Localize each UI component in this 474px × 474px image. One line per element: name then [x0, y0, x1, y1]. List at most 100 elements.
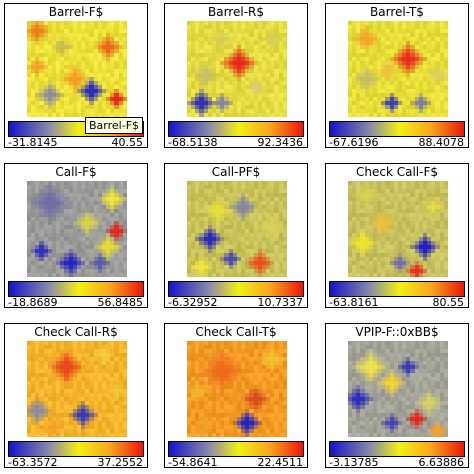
heatmap-cell — [364, 269, 369, 273]
heatmap-cell — [261, 81, 267, 85]
heatmap-cell — [278, 425, 283, 429]
heatmap-cell — [368, 33, 373, 37]
panel-check-call-f[interactable]: Check Call-F$ -63.8161 80.55 — [325, 163, 469, 309]
heatmap-cell — [118, 393, 123, 397]
panel-barrel-r[interactable]: Barrel-R$ -68.5138 92.3436 — [164, 3, 308, 149]
heatmap-cell — [253, 193, 258, 197]
heatmap-image[interactable] — [187, 181, 287, 277]
heatmap-cell — [191, 69, 196, 73]
heatmap-cell — [220, 369, 225, 373]
heatmap-cell — [43, 181, 48, 185]
panel-vpip-f[interactable]: VPIP-F::0xBB$ -3.13785 6.63886 — [325, 323, 469, 469]
heatmap-cell — [85, 189, 90, 193]
heatmap-cell — [220, 417, 225, 421]
heatmap-image[interactable] — [27, 341, 127, 437]
panel-check-call-r[interactable]: Check Call-R$ -63.3572 37.2552 — [4, 323, 148, 469]
heatmap-image[interactable] — [348, 181, 448, 277]
panel-barrel-f[interactable]: Barrel-F$ -31.8145 40.55 Barrel-F$ — [4, 3, 148, 149]
heatmap-cell — [381, 93, 386, 97]
heatmap-cell — [203, 81, 208, 85]
heatmap-cell — [56, 245, 61, 249]
heatmap-cell — [60, 213, 65, 217]
heatmap-cell — [39, 429, 44, 433]
heatmap-cell — [261, 381, 267, 385]
heatmap-cell — [106, 81, 111, 85]
heatmap-cell — [389, 373, 394, 377]
heatmap-cell — [352, 249, 357, 253]
heatmap-cell — [211, 393, 217, 397]
heatmap-cell — [368, 381, 373, 385]
heatmap-cell — [418, 377, 423, 381]
heatmap-cell — [68, 73, 73, 77]
heatmap-cell — [261, 77, 267, 81]
heatmap-cell — [106, 97, 111, 101]
heatmap-cell — [195, 81, 200, 85]
heatmap-cell — [64, 109, 69, 113]
heatmap-image[interactable] — [187, 341, 287, 437]
heatmap-cell — [414, 73, 419, 77]
heatmap-cell — [266, 389, 271, 393]
heatmap-cell — [89, 429, 94, 433]
heatmap-cell — [35, 69, 40, 73]
heatmap-cell — [110, 217, 115, 221]
heatmap-cell — [393, 389, 398, 393]
heatmap-cell — [216, 185, 221, 189]
heatmap-cell — [72, 341, 77, 345]
heatmap-cell — [97, 85, 102, 89]
heatmap-cell — [118, 377, 123, 381]
heatmap-cell — [385, 361, 390, 365]
heatmap-cell — [93, 261, 98, 265]
heatmap-image[interactable] — [27, 21, 127, 117]
heatmap-cell — [118, 233, 123, 237]
heatmap-cell — [364, 97, 369, 101]
heatmap-cell — [114, 341, 119, 345]
heatmap-cell — [106, 105, 111, 109]
heatmap-cell — [110, 197, 115, 201]
panel-call-pf[interactable]: Call-PF$ -6.32952 10.7337 — [164, 163, 308, 309]
heatmap-cell — [241, 261, 246, 265]
heatmap-cell — [253, 433, 258, 437]
heatmap-cell — [114, 109, 119, 113]
heatmap-cell — [220, 49, 225, 53]
heatmap-cell — [410, 233, 415, 237]
heatmap-cell — [406, 377, 411, 381]
heatmap-cell — [43, 61, 48, 65]
heatmap-cell — [431, 57, 436, 61]
panel-barrel-t[interactable]: Barrel-T$ -67.6196 88.4078 — [325, 3, 469, 149]
heatmap-image[interactable] — [27, 181, 127, 277]
heatmap-cell — [406, 365, 411, 369]
heatmap-cell — [199, 37, 204, 41]
heatmap-cell — [60, 217, 65, 221]
heatmap-cell — [81, 401, 86, 405]
heatmap-cell — [348, 65, 353, 69]
heatmap-image[interactable] — [187, 21, 287, 117]
heatmap-cell — [224, 353, 229, 357]
heatmap-cell — [81, 265, 86, 269]
panel-call-f[interactable]: Call-F$ -18.8689 56.8485 — [4, 163, 148, 309]
heatmap-cell — [47, 65, 52, 69]
heatmap-cell — [360, 213, 365, 217]
heatmap-cell — [35, 109, 40, 113]
heatmap-image[interactable] — [348, 341, 448, 437]
heatmap-cell — [31, 21, 36, 25]
heatmap-cell — [203, 37, 208, 41]
heatmap-cell — [68, 61, 73, 65]
heatmap-image[interactable] — [348, 21, 448, 117]
heatmap-cell — [220, 109, 225, 113]
heatmap-cell — [422, 113, 428, 117]
heatmap-cell — [418, 349, 423, 353]
heatmap-cell — [241, 77, 246, 81]
heatmap-cell — [253, 101, 258, 105]
heatmap-cell — [278, 361, 283, 365]
heatmap-cell — [352, 109, 357, 113]
heatmap-cell — [51, 197, 57, 201]
heatmap-cell — [187, 389, 192, 393]
panel-check-call-t[interactable]: Check Call-T$ -54.8641 22.4511 — [164, 323, 308, 469]
heatmap-cell — [439, 69, 444, 73]
heatmap-cell — [81, 105, 86, 109]
heatmap-cell — [101, 389, 107, 393]
heatmap-cell — [435, 237, 440, 241]
heatmap-cell — [106, 425, 111, 429]
heatmap-cell — [228, 381, 233, 385]
heatmap-cell — [249, 253, 254, 257]
